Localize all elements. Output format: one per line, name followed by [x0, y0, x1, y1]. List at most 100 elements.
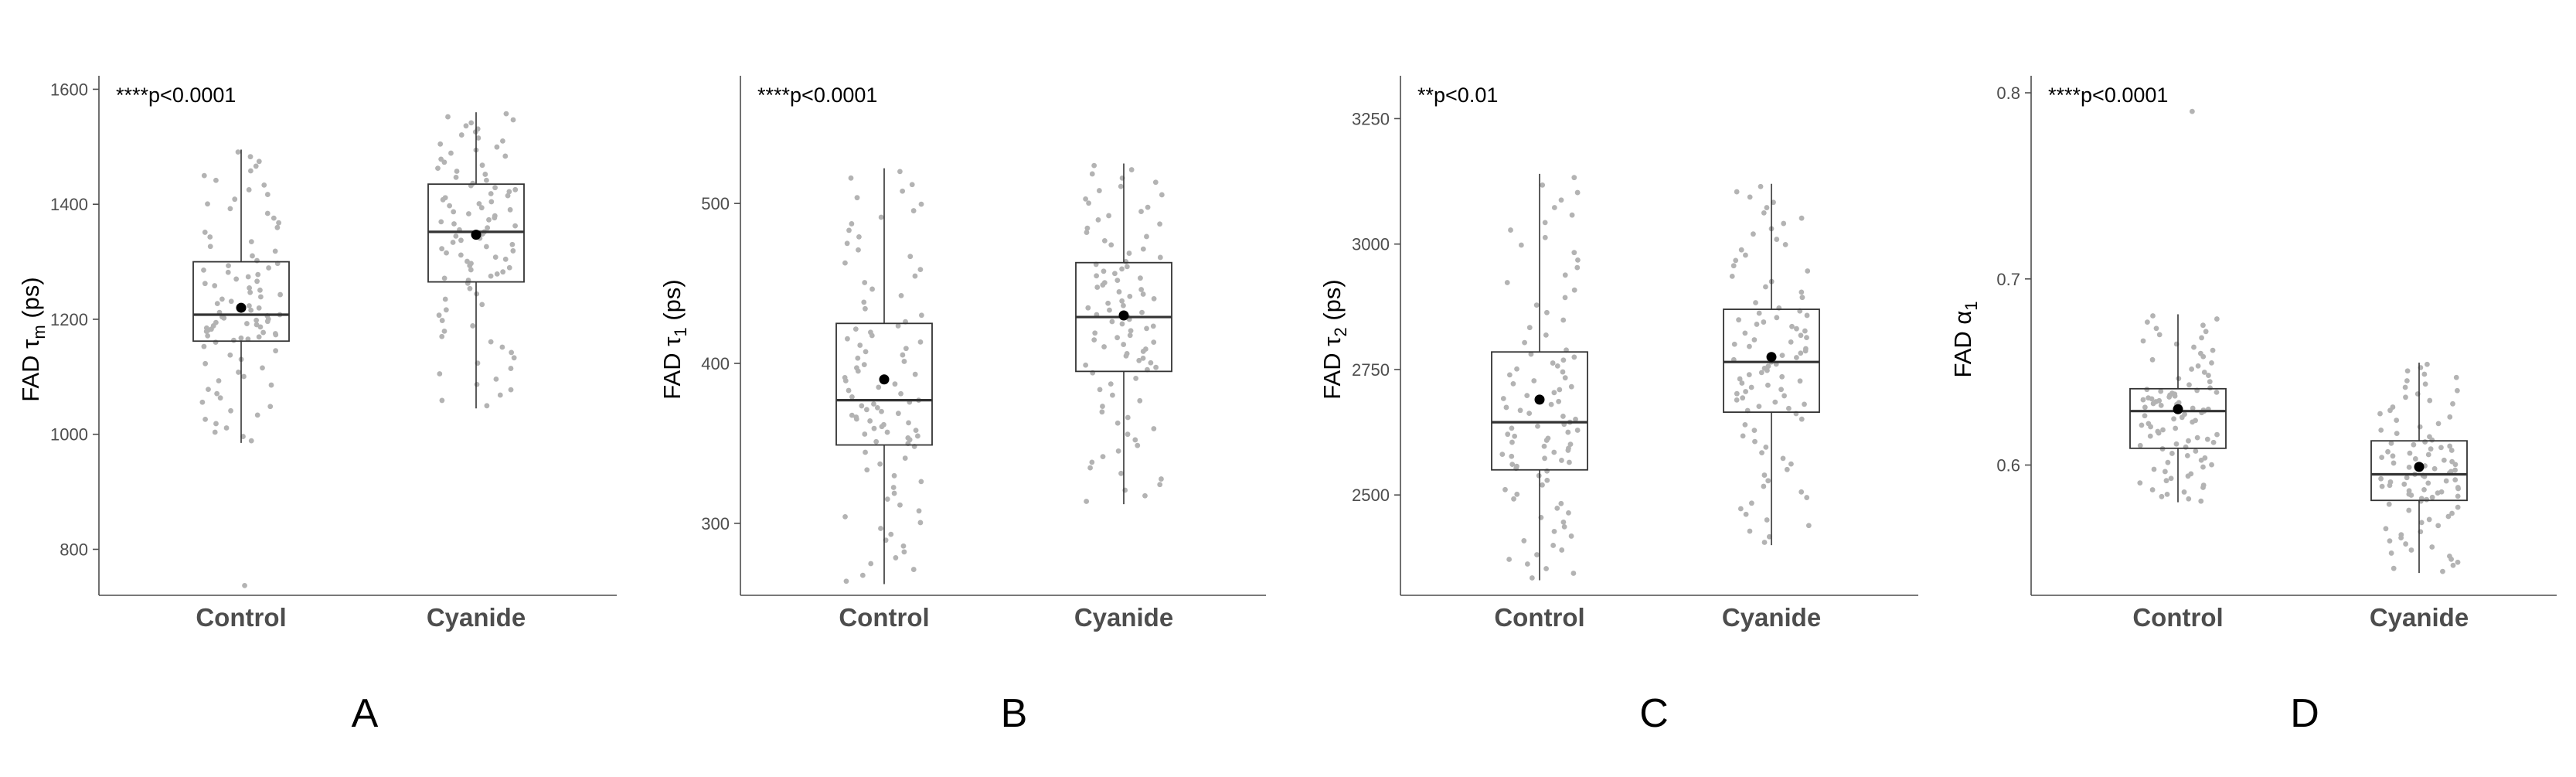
raw-point — [1157, 221, 1162, 227]
raw-point — [1736, 317, 1741, 323]
raw-point — [2449, 510, 2455, 516]
y-axis-title: FAD τ1 (ps) — [658, 279, 690, 399]
raw-point — [2378, 475, 2384, 482]
raw-point — [1153, 364, 1159, 370]
raw-point — [1751, 337, 1758, 342]
raw-point — [1094, 273, 1100, 279]
raw-point — [1121, 302, 1126, 308]
raw-point — [1133, 376, 1139, 381]
raw-point — [910, 567, 917, 572]
raw-point — [861, 362, 867, 368]
raw-point — [1737, 376, 1743, 382]
raw-point — [1543, 566, 1549, 571]
raw-point — [1535, 423, 1540, 429]
raw-point — [505, 193, 511, 199]
raw-point — [1139, 309, 1145, 315]
y-tick-label: 0.7 — [1996, 270, 2020, 289]
raw-point — [2137, 442, 2143, 448]
raw-point — [903, 346, 909, 352]
raw-point — [898, 293, 904, 298]
raw-point — [888, 531, 894, 537]
raw-point — [2176, 376, 2182, 382]
raw-point — [1544, 477, 1550, 483]
raw-point — [1517, 407, 1523, 414]
raw-point — [1085, 305, 1091, 311]
raw-point — [2447, 443, 2453, 449]
raw-point — [1524, 393, 1530, 399]
raw-point — [438, 156, 444, 162]
raw-point — [1566, 509, 1571, 516]
raw-point — [1747, 194, 1753, 200]
raw-point — [499, 344, 505, 350]
raw-point — [2427, 434, 2432, 440]
raw-point — [500, 269, 506, 275]
raw-point — [1798, 332, 1804, 339]
raw-point — [1089, 459, 1095, 465]
raw-point — [1148, 360, 1154, 366]
raw-point — [1747, 343, 1752, 349]
raw-point — [856, 233, 862, 240]
raw-point — [881, 421, 886, 428]
raw-point — [236, 370, 241, 375]
mean-point — [879, 374, 890, 385]
raw-point — [1567, 441, 1574, 448]
raw-point — [443, 307, 449, 313]
raw-point — [445, 114, 451, 120]
raw-point — [1740, 395, 1746, 401]
raw-point — [1737, 506, 1744, 512]
raw-point — [510, 117, 516, 123]
raw-point — [2452, 477, 2459, 483]
raw-point — [914, 433, 920, 439]
raw-point — [1550, 543, 1557, 548]
raw-point — [256, 305, 262, 311]
raw-point — [267, 404, 274, 410]
raw-point — [235, 149, 241, 155]
raw-point — [2202, 455, 2208, 461]
raw-point — [1731, 341, 1737, 347]
raw-point — [2151, 466, 2157, 472]
raw-point — [2140, 338, 2146, 344]
raw-point — [1084, 230, 1090, 235]
raw-point — [1805, 523, 1812, 529]
raw-point — [1805, 268, 1811, 274]
raw-point — [503, 111, 509, 117]
raw-point — [2387, 538, 2393, 544]
raw-point — [483, 244, 489, 250]
raw-point — [1526, 411, 1533, 417]
raw-point — [261, 182, 267, 188]
raw-point — [1500, 396, 1506, 401]
raw-point — [1551, 205, 1557, 210]
raw-point — [890, 485, 897, 490]
raw-point — [219, 296, 225, 302]
raw-point — [458, 252, 464, 258]
y-axis-title: FAD α1 — [1949, 301, 1981, 377]
raw-point — [853, 414, 859, 420]
raw-point — [1095, 216, 1101, 223]
raw-point — [1734, 390, 1740, 397]
iqr-box — [1723, 308, 1820, 414]
raw-point — [1543, 332, 1549, 338]
raw-point — [271, 215, 277, 221]
raw-point — [277, 291, 284, 298]
raw-point — [202, 416, 209, 422]
raw-point — [2417, 424, 2423, 430]
raw-point — [2197, 350, 2203, 356]
raw-point — [442, 296, 448, 302]
raw-point — [488, 191, 494, 196]
raw-point — [1575, 257, 1581, 263]
raw-point — [474, 381, 480, 387]
raw-point — [1797, 378, 1803, 384]
box-control — [192, 149, 290, 588]
raw-point — [842, 513, 848, 520]
raw-point — [2450, 562, 2456, 568]
raw-point — [1804, 495, 1810, 500]
raw-point — [913, 428, 919, 434]
raw-point — [2168, 475, 2174, 482]
raw-point — [1559, 547, 1565, 553]
raw-point — [1522, 339, 1527, 346]
raw-point — [442, 195, 448, 201]
raw-point — [212, 283, 218, 288]
raw-point — [863, 449, 868, 455]
raw-point — [2377, 411, 2383, 417]
raw-point — [488, 339, 494, 345]
